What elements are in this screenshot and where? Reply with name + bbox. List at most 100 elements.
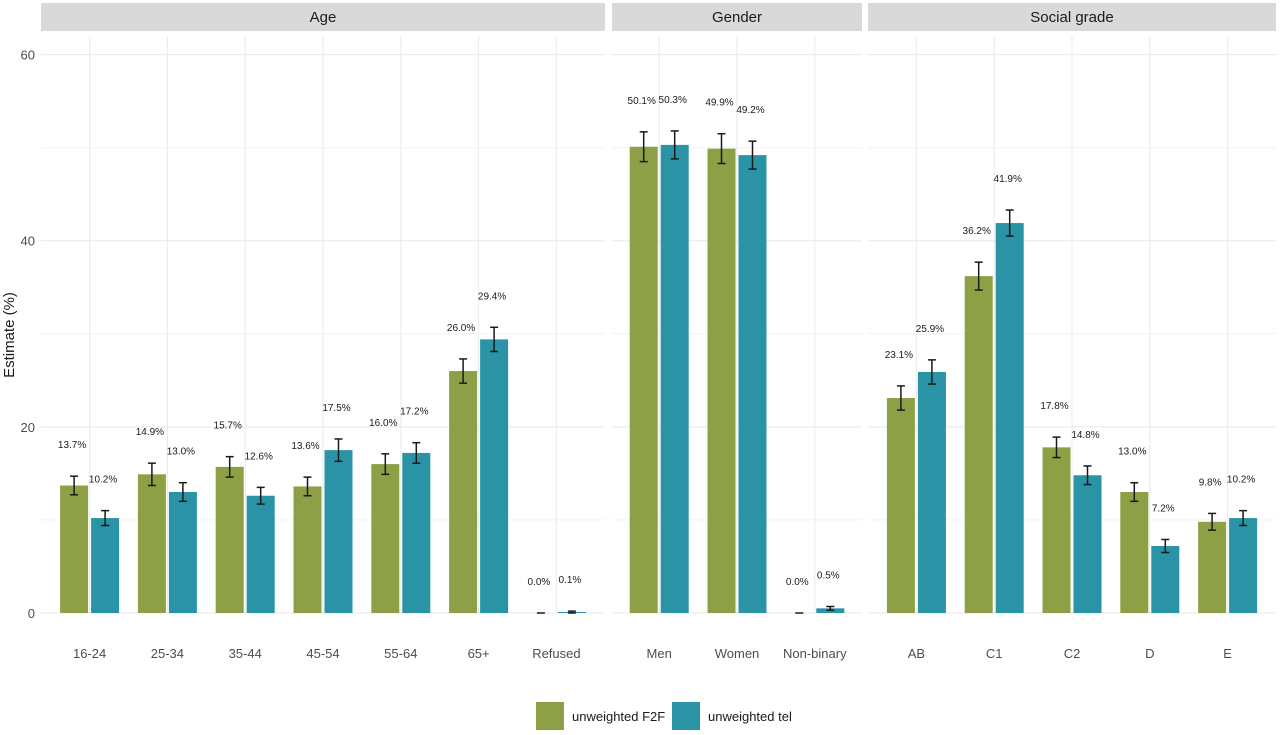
error-bar-unweighted-f2f-35-44: [225, 455, 234, 478]
error-bar-unweighted-f2f-c1: [974, 261, 983, 291]
value-label-unweighted-tel-25-34: 13.0%: [167, 447, 195, 458]
y-axis-title: Estimate (%): [1, 292, 18, 378]
value-label-unweighted-f2f-men: 50.1%: [628, 96, 656, 107]
legend: unweighted F2F unweighted tel: [536, 702, 792, 730]
x-tick-label-refused: Refused: [532, 646, 580, 661]
panel-gender: Gender 50.1% 49.9% 0.0% 50.3% 49.2% 0.5% Men Wom…: [612, 3, 862, 661]
value-label-unweighted-f2f-55-64: 16.0%: [369, 418, 397, 429]
bar-unweighted-tel-c1: [995, 223, 1024, 613]
legend-item-unweighted-tel: unweighted tel: [672, 702, 792, 730]
x-tick-label-d: D: [1145, 646, 1154, 661]
value-label-unweighted-tel-women: 49.2%: [736, 105, 764, 116]
x-tick-label-women: Women: [715, 646, 760, 661]
error-bar-unweighted-f2f-16-24: [70, 475, 79, 496]
bar-unweighted-f2f-ab: [886, 398, 915, 613]
error-bar-unweighted-tel-c2: [1083, 465, 1092, 486]
value-label-unweighted-tel-35-44: 12.6%: [245, 451, 273, 462]
panel-strip: [868, 3, 1276, 31]
panel-social-grade: Social grade 23.1% 36.2% 17.8% 13.0% 9.8% 25.9…: [868, 3, 1276, 661]
value-label-unweighted-tel-45-54: 17.5%: [322, 403, 350, 414]
error-bar-unweighted-tel-e: [1239, 509, 1248, 527]
value-label-unweighted-f2f-e: 9.8%: [1199, 477, 1222, 488]
bar-unweighted-tel-men: [660, 144, 689, 613]
error-bar-unweighted-f2f-c2: [1052, 436, 1061, 459]
y-tick-label-40: 40: [21, 234, 35, 249]
value-label-unweighted-f2f-c2: 17.8%: [1040, 401, 1068, 412]
legend-swatch: [536, 702, 564, 730]
error-bar-unweighted-f2f-d: [1130, 481, 1139, 503]
value-label-unweighted-tel-c2: 14.8%: [1071, 430, 1099, 441]
value-label-unweighted-tel-d: 7.2%: [1152, 503, 1175, 514]
error-bar-unweighted-f2f-e: [1208, 512, 1217, 531]
y-tick-label-0: 0: [28, 606, 35, 621]
error-bar-unweighted-f2f-ab: [896, 385, 905, 411]
bar-unweighted-f2f-16-24: [60, 485, 89, 613]
legend-item-unweighted-f2f: unweighted F2F: [536, 702, 665, 730]
bar-unweighted-f2f-c1: [964, 276, 993, 613]
value-label-unweighted-tel-non-binary: 0.5%: [817, 570, 840, 581]
value-label-unweighted-tel-ab: 25.9%: [916, 324, 944, 335]
panels-layer: 0 20 40 60 Age 13.7% 14.9% 15.7% 13.6% 16.0% 26.0%…: [21, 3, 1276, 661]
bar-unweighted-tel-35-44: [246, 495, 275, 613]
x-tick-label-16-24: 16-24: [73, 646, 106, 661]
error-bar-unweighted-tel-45-54: [334, 438, 343, 463]
value-label-unweighted-f2f-c1: 36.2%: [963, 226, 991, 237]
x-tick-label-e: E: [1223, 646, 1232, 661]
error-bar-unweighted-f2f-women: [717, 132, 726, 165]
error-bar-unweighted-f2f-men: [639, 131, 648, 163]
x-tick-label-ab: AB: [908, 646, 925, 661]
bar-unweighted-f2f-35-44: [215, 466, 244, 613]
bar-unweighted-f2f-45-54: [293, 486, 322, 613]
bar-unweighted-f2f-c2: [1042, 447, 1071, 613]
bar-unweighted-tel-women: [738, 155, 767, 614]
value-label-unweighted-tel-16-24: 10.2%: [89, 475, 117, 486]
error-bar-unweighted-f2f-25-34: [147, 462, 156, 487]
error-bar-unweighted-tel-refused: [567, 610, 576, 614]
bar-unweighted-f2f-25-34: [137, 474, 166, 613]
error-bar-unweighted-tel-women: [748, 140, 757, 170]
x-tick-label-45-54: 45-54: [306, 646, 339, 661]
value-label-unweighted-f2f-d: 13.0%: [1118, 447, 1146, 458]
bar-unweighted-tel-e: [1229, 518, 1258, 613]
error-bar-unweighted-f2f-55-64: [381, 453, 390, 476]
value-label-unweighted-f2f-45-54: 13.6%: [291, 441, 319, 452]
error-bar-unweighted-tel-non-binary: [826, 605, 835, 611]
bar-unweighted-f2f-men: [629, 146, 658, 614]
value-label-unweighted-f2f-non-binary: 0.0%: [786, 577, 809, 588]
legend-swatch: [672, 702, 700, 730]
panel-title: Gender: [712, 9, 762, 26]
value-label-unweighted-f2f-refused: 0.0%: [528, 577, 551, 588]
x-tick-label-c2: C2: [1064, 646, 1081, 661]
panel-title: Age: [310, 9, 337, 26]
value-label-unweighted-f2f-16-24: 13.7%: [58, 440, 86, 451]
error-bar-unweighted-tel-55-64: [412, 441, 421, 464]
bar-unweighted-tel-55-64: [402, 452, 431, 613]
y-tick-label-20: 20: [21, 420, 35, 435]
bar-unweighted-f2f-e: [1198, 521, 1227, 613]
bar-unweighted-f2f-55-64: [371, 464, 400, 613]
x-tick-label-35-44: 35-44: [229, 646, 262, 661]
value-label-unweighted-f2f-35-44: 15.7%: [214, 421, 242, 432]
error-bar-unweighted-f2f-65: [459, 358, 468, 384]
panel-strip: [612, 3, 862, 31]
error-bar-unweighted-f2f-45-54: [303, 476, 312, 497]
error-bar-unweighted-tel-25-34: [178, 481, 187, 503]
error-bar-unweighted-tel-d: [1161, 538, 1170, 554]
value-label-unweighted-f2f-65: 26.0%: [447, 323, 475, 334]
error-bar-unweighted-tel-65: [490, 326, 499, 353]
value-label-unweighted-f2f-25-34: 14.9%: [136, 427, 164, 438]
value-label-unweighted-tel-refused: 0.1%: [559, 575, 582, 586]
value-label-unweighted-f2f-women: 49.9%: [705, 98, 733, 109]
panel-strip: [41, 3, 605, 31]
error-bar-unweighted-tel-35-44: [256, 486, 265, 505]
x-tick-label-men: Men: [647, 646, 672, 661]
bar-unweighted-f2f-65: [449, 371, 478, 613]
error-bar-unweighted-tel-16-24: [101, 509, 110, 527]
legend-label: unweighted tel: [708, 709, 792, 724]
x-tick-label-c1: C1: [986, 646, 1003, 661]
value-label-unweighted-tel-e: 10.2%: [1227, 475, 1255, 486]
error-bar-unweighted-tel-ab: [927, 359, 936, 385]
bar-unweighted-tel-ab: [917, 371, 946, 613]
